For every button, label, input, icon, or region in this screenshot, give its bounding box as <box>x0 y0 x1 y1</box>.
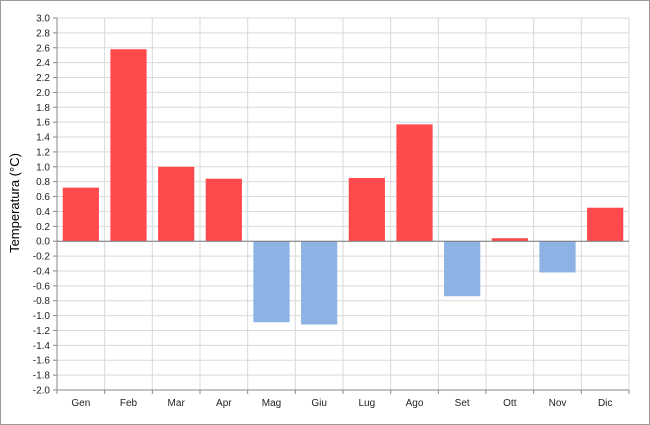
bar-ott <box>491 238 528 242</box>
bar-set <box>444 241 481 297</box>
bars <box>62 49 624 325</box>
x-tick-label: Giu <box>311 398 327 409</box>
y-tick-label: 0.6 <box>36 192 50 203</box>
bar-mar <box>158 166 195 242</box>
bar-apr <box>205 178 242 242</box>
bar-nov <box>539 241 576 273</box>
x-tick-label: Nov <box>549 398 567 409</box>
y-tick-label: 3.0 <box>36 14 50 25</box>
y-tick-label: 2.4 <box>36 58 50 69</box>
x-tick-label: Gen <box>71 398 90 409</box>
x-tick-label: Ott <box>503 398 517 409</box>
bar-giu <box>301 241 338 325</box>
bar-gen <box>62 187 99 242</box>
x-tick-label: Lug <box>358 398 375 409</box>
grid-lines <box>56 17 630 391</box>
y-tick-label: 0.8 <box>36 177 50 188</box>
bar-dic <box>587 207 624 242</box>
y-tick-label: -1.4 <box>33 341 51 352</box>
x-tick-label: Ago <box>406 398 424 409</box>
y-tick-label: 1.2 <box>36 147 50 158</box>
x-tick-label: Set <box>455 398 470 409</box>
y-tick-label: 2.8 <box>36 28 50 39</box>
x-tick-label: Apr <box>216 398 232 409</box>
bar-feb <box>110 49 147 242</box>
x-tick-label: Dic <box>598 398 612 409</box>
y-tick-label: -1.2 <box>33 326 51 337</box>
bar-lug <box>348 177 385 242</box>
x-tick-label: Mag <box>262 398 281 409</box>
y-tick-label: -1.8 <box>33 371 51 382</box>
x-tick-label: Mar <box>168 398 186 409</box>
x-tick-label: Feb <box>120 398 138 409</box>
y-tick-label: 2.2 <box>36 73 50 84</box>
y-tick-label: 1.4 <box>36 133 50 144</box>
bar-ago <box>396 124 433 242</box>
y-tick-label: -1.6 <box>33 356 51 367</box>
y-axis-label: Temperatura (°C) <box>7 153 22 253</box>
bar-mag <box>253 241 290 323</box>
y-tick-label: 1.8 <box>36 103 50 114</box>
y-tick-label: -0.6 <box>33 281 51 292</box>
y-tick-label: -2.0 <box>33 386 51 397</box>
y-tick-labels: 3.0 2.8 2.6 2.4 2.2 2.0 1.8 1.6 1.4 1.2 1.0 0.8 0.6 0… <box>33 14 51 397</box>
y-tick-label: 0.2 <box>36 222 50 233</box>
y-tick-label: 1.0 <box>36 162 50 173</box>
y-tick-label: 1.6 <box>36 118 50 129</box>
y-tick-label: 0.0 <box>36 237 50 248</box>
y-tick-label: -1.0 <box>33 311 51 322</box>
y-tick-label: -0.8 <box>33 296 51 307</box>
x-tick-labels: Gen Feb Mar Apr Mag Giu Lug Ago Set Ott Nov Dic <box>71 398 612 409</box>
axes <box>53 17 630 394</box>
y-tick-label: -0.4 <box>33 266 51 277</box>
y-tick-label: 0.4 <box>36 207 50 218</box>
y-tick-label: -0.2 <box>33 252 51 263</box>
y-tick-label: 2.6 <box>36 43 50 54</box>
y-tick-label: 2.0 <box>36 88 50 99</box>
